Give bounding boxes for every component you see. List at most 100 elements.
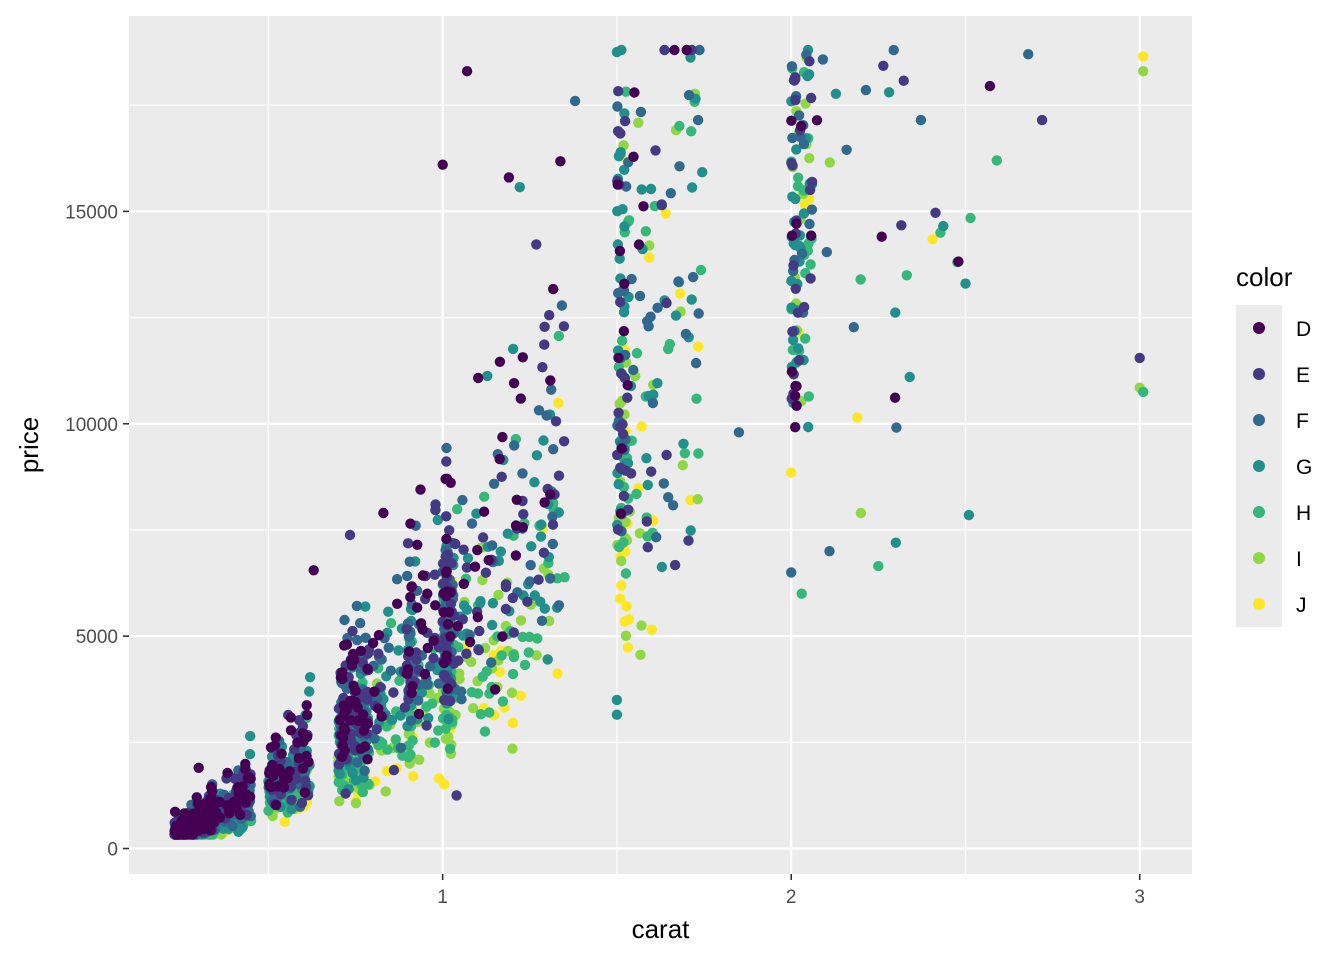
data-point: [547, 511, 558, 522]
data-point: [824, 157, 835, 168]
data-point: [786, 115, 797, 126]
data-point: [207, 809, 218, 820]
data-point: [522, 596, 533, 607]
data-point: [475, 709, 487, 720]
data-point: [661, 449, 672, 461]
data-point: [395, 742, 407, 753]
data-point: [222, 767, 233, 779]
data-point: [628, 151, 639, 162]
data-point: [263, 805, 274, 816]
data-point: [617, 428, 629, 440]
data-point: [422, 588, 433, 599]
x-tick-label: 3: [1134, 887, 1145, 908]
data-point: [645, 311, 656, 322]
data-point: [369, 686, 380, 697]
data-point: [424, 688, 435, 699]
data-point: [494, 666, 505, 678]
data-point: [652, 302, 663, 313]
data-point: [508, 651, 520, 663]
data-point: [805, 273, 816, 284]
data-point: [445, 587, 456, 598]
data-point: [889, 392, 901, 403]
data-point: [415, 484, 426, 495]
data-point: [461, 562, 473, 573]
grid-major: [129, 16, 1192, 874]
data-point: [686, 182, 698, 193]
data-point: [641, 453, 652, 464]
data-point: [430, 499, 441, 510]
data-point: [182, 828, 193, 840]
data-point: [467, 703, 479, 714]
data-point: [791, 400, 802, 411]
legend-label-I: I: [1296, 548, 1302, 571]
data-point: [876, 231, 887, 242]
data-point: [642, 479, 653, 491]
data-point: [691, 393, 702, 404]
data-point: [371, 724, 382, 735]
data-point: [890, 307, 901, 318]
data-point: [517, 468, 528, 479]
data-point: [282, 773, 293, 784]
data-point: [930, 207, 941, 218]
data-point: [362, 663, 373, 675]
data-point: [461, 66, 473, 77]
data-point: [631, 348, 643, 359]
data-point: [616, 580, 627, 591]
data-point: [200, 802, 211, 814]
data-point: [938, 220, 949, 232]
data-point: [1036, 114, 1048, 126]
data-point: [466, 518, 478, 529]
data-point: [790, 73, 801, 85]
data-point: [444, 743, 456, 754]
data-point: [515, 690, 526, 701]
data-point: [479, 491, 490, 502]
data-point: [373, 648, 384, 659]
data-point: [541, 410, 552, 421]
data-point: [529, 590, 540, 601]
data-point: [669, 559, 681, 571]
data-point: [469, 561, 481, 572]
data-point: [799, 199, 810, 210]
data-point: [421, 701, 432, 712]
data-point: [428, 635, 439, 646]
data-point: [445, 631, 456, 642]
data-point: [500, 581, 512, 593]
data-point: [417, 570, 429, 581]
data-point: [270, 732, 281, 743]
data-point: [787, 326, 798, 337]
data-point: [647, 397, 659, 409]
data-point: [388, 687, 399, 698]
data-point: [405, 591, 416, 603]
data-point: [532, 633, 543, 644]
data-point: [669, 44, 680, 56]
data-point: [478, 506, 490, 517]
data-point: [674, 120, 685, 132]
x-tick-label: 2: [786, 887, 797, 908]
data-point: [523, 647, 534, 658]
data-point: [652, 378, 663, 389]
data-point: [484, 707, 495, 718]
y-tick-label: 5000: [76, 627, 118, 648]
data-point: [373, 703, 384, 714]
data-point: [686, 126, 697, 137]
data-point: [440, 723, 451, 734]
data-point: [445, 598, 457, 609]
data-point: [518, 509, 529, 520]
legend-label-F: F: [1296, 410, 1309, 433]
data-point: [193, 762, 204, 773]
data-point: [391, 574, 403, 585]
data-point: [658, 478, 669, 489]
data-point: [233, 788, 244, 800]
data-point: [531, 450, 543, 461]
data-point: [442, 683, 453, 694]
data-point: [278, 782, 290, 793]
data-point: [544, 310, 555, 321]
data-point: [473, 645, 484, 656]
data-point: [393, 645, 404, 656]
data-point: [486, 657, 497, 668]
data-point: [340, 788, 351, 799]
data-point: [380, 786, 391, 797]
data-point: [402, 570, 413, 582]
data-point: [904, 371, 915, 383]
